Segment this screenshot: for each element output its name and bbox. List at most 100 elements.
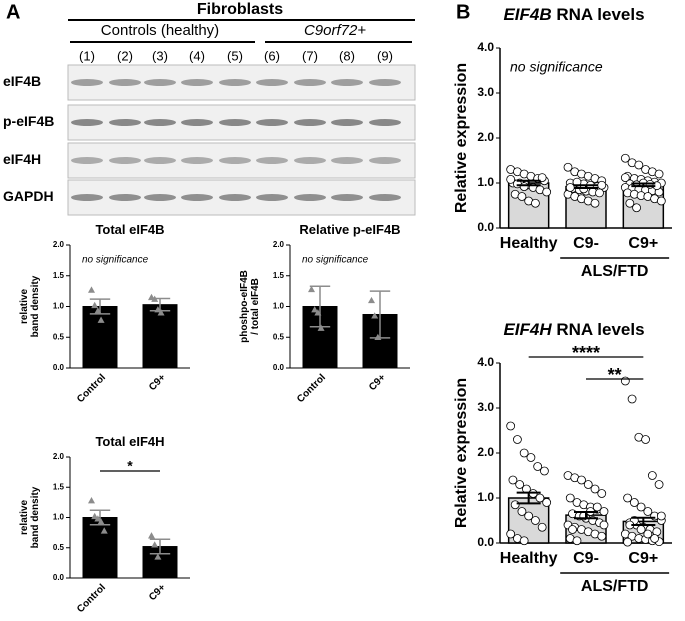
- data-point: [597, 531, 607, 541]
- blot-band: [109, 79, 141, 86]
- chart-title: Relative p-eIF4B: [299, 222, 400, 237]
- y-tick-label: 0.0: [273, 363, 285, 372]
- blot-band: [294, 194, 326, 201]
- y-axis-label: band density: [30, 275, 41, 337]
- blot-band: [109, 194, 141, 201]
- data-point: [508, 475, 518, 485]
- data-point: [563, 162, 573, 172]
- lane-label: (3): [152, 48, 168, 63]
- y-tick-label: 3.0: [477, 85, 494, 99]
- significance-label: ****: [572, 343, 600, 363]
- lane-label: (9): [377, 48, 393, 63]
- chart-title: EIF4H RNA levels: [503, 320, 644, 339]
- chart-title: EIF4B RNA levels: [503, 5, 644, 24]
- error-bar: [89, 298, 111, 315]
- annotation: no significance: [510, 59, 603, 75]
- data-point: [100, 527, 108, 534]
- y-axis-label: relative: [19, 500, 30, 535]
- data-point: [317, 324, 325, 331]
- data-point: [88, 286, 95, 293]
- data-point: [568, 525, 577, 534]
- bar: [142, 304, 178, 369]
- blot-band: [71, 157, 103, 164]
- y-tick-label: 1.5: [53, 482, 65, 491]
- data-point: [623, 493, 632, 503]
- data-point: [519, 536, 529, 546]
- blot-group: Controls (healthy): [101, 22, 219, 39]
- data-point: [506, 174, 516, 184]
- data-point: [634, 160, 644, 170]
- data-point: [542, 498, 552, 507]
- y-axis-label: relative: [19, 289, 30, 324]
- blot-band: [331, 194, 363, 201]
- data-point: [620, 153, 630, 163]
- y-tick-label: 2.0: [53, 240, 65, 249]
- y-tick-label: 0.5: [53, 543, 65, 552]
- blot-row-label: eIF4B: [3, 73, 41, 89]
- data-point: [535, 493, 545, 503]
- data-point: [643, 529, 653, 539]
- data-point: [519, 448, 529, 458]
- y-tick-label: 3.0: [477, 400, 494, 414]
- y-tick-label: 0.0: [53, 363, 65, 372]
- blot-band: [331, 79, 363, 86]
- y-axis-label: / total eIF4B: [250, 278, 261, 335]
- data-point: [517, 507, 527, 516]
- data-point: [88, 497, 95, 504]
- error-bar: [631, 516, 656, 526]
- data-point: [311, 306, 319, 313]
- y-axis-label: band density: [30, 486, 41, 548]
- data-point: [590, 198, 600, 208]
- data-point: [632, 203, 641, 213]
- y-tick-label: 4.0: [477, 355, 494, 369]
- data-point: [531, 516, 540, 525]
- data-point: [157, 309, 165, 316]
- data-point: [91, 512, 99, 520]
- x-tick-label: C9+: [628, 235, 658, 252]
- data-point: [368, 296, 375, 304]
- blot-band: [294, 119, 326, 126]
- title-text: Relative p-eIF4B: [299, 222, 400, 237]
- error-bar: [516, 491, 541, 505]
- blot-band: [369, 119, 401, 126]
- x-tick-label: C9-: [573, 550, 599, 567]
- blot-band: [109, 157, 141, 164]
- data-point: [515, 480, 525, 489]
- error-bar: [574, 510, 598, 520]
- data-point: [654, 169, 664, 179]
- data-point: [650, 534, 659, 543]
- data-point: [524, 511, 534, 521]
- blot-band: [331, 157, 363, 164]
- group-label: ALS/FTD: [581, 263, 649, 280]
- y-tick-label: 4.0: [477, 40, 494, 54]
- blot-row-label: p-eIF4B: [3, 113, 54, 129]
- title-gene: EIF4B: [503, 5, 551, 24]
- y-axis-label: phoshpo-eIF4B: [239, 270, 250, 343]
- data-point: [506, 529, 516, 539]
- title-gene: EIF4H: [503, 320, 552, 339]
- data-point: [577, 475, 586, 485]
- y-tick-label: 2.0: [477, 130, 494, 144]
- lane-label: (8): [339, 48, 355, 63]
- blot-band: [256, 157, 288, 164]
- title-text: RNA levels: [552, 5, 645, 24]
- blot-band: [144, 194, 176, 201]
- y-tick-label: 1.0: [477, 490, 494, 504]
- y-tick-label: 0.0: [53, 573, 65, 582]
- blot-band: [219, 194, 251, 201]
- group-label: ALS/FTD: [581, 578, 649, 595]
- blot-band: [369, 79, 401, 86]
- blot-group: C9orf72+: [304, 22, 366, 39]
- error-bar: [631, 182, 656, 188]
- y-tick-label: 1.0: [477, 175, 494, 189]
- data-point: [597, 489, 607, 498]
- data-point: [371, 312, 379, 319]
- y-axis-label: Relative expression: [453, 63, 470, 213]
- blot-band: [109, 119, 141, 126]
- data-point: [308, 285, 315, 293]
- data-point: [599, 520, 609, 530]
- error-bar: [149, 297, 171, 312]
- data-point: [623, 537, 632, 547]
- data-point: [97, 316, 105, 323]
